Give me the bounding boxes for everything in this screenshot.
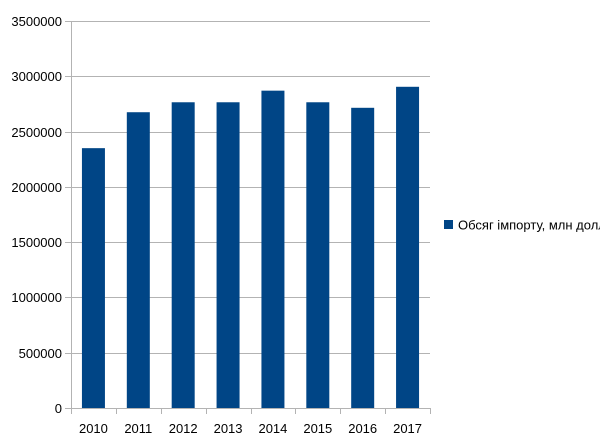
bar-2015: [306, 102, 330, 409]
bar-2011: [126, 112, 150, 408]
bar-2013: [216, 102, 240, 409]
y-tick-label: 2000000: [11, 180, 62, 195]
legend-label: Обсяг імпорту, млн долл: [458, 218, 600, 233]
legend-swatch: [444, 220, 453, 229]
y-tick-label: 3000000: [11, 69, 62, 84]
y-tick-label: 3500000: [11, 14, 62, 29]
x-tick-label: 2010: [79, 421, 108, 436]
y-tick-label: 1500000: [11, 235, 62, 250]
x-tick-label: 2017: [393, 421, 422, 436]
x-tick-label: 2015: [303, 421, 332, 436]
x-tick-label: 2016: [348, 421, 377, 436]
y-tick-label: 1000000: [11, 290, 62, 305]
bar-2010: [81, 148, 105, 408]
bar-2014: [261, 90, 285, 408]
gridlines: [65, 21, 430, 414]
y-tick-label: 0: [55, 401, 62, 416]
x-tick-label: 2013: [214, 421, 243, 436]
y-tick-label: 500000: [19, 346, 62, 361]
legend: Обсяг імпорту, млн долл: [444, 218, 600, 233]
bars: [81, 86, 420, 409]
y-axis-ticks: 0 500000 1000000 1500000 2000000 2500000 30000…: [11, 14, 62, 416]
bar-2017: [396, 86, 420, 408]
x-tick-label: 2012: [169, 421, 198, 436]
bar-2012: [171, 102, 195, 409]
x-axis-ticks: 2010 2011 2012 2013 2014 2015 2016 2017: [71, 408, 431, 436]
x-tick-label: 2011: [124, 421, 152, 436]
y-tick-label: 2500000: [11, 125, 62, 140]
bar-2016: [351, 107, 375, 408]
x-tick-label: 2014: [258, 421, 287, 436]
